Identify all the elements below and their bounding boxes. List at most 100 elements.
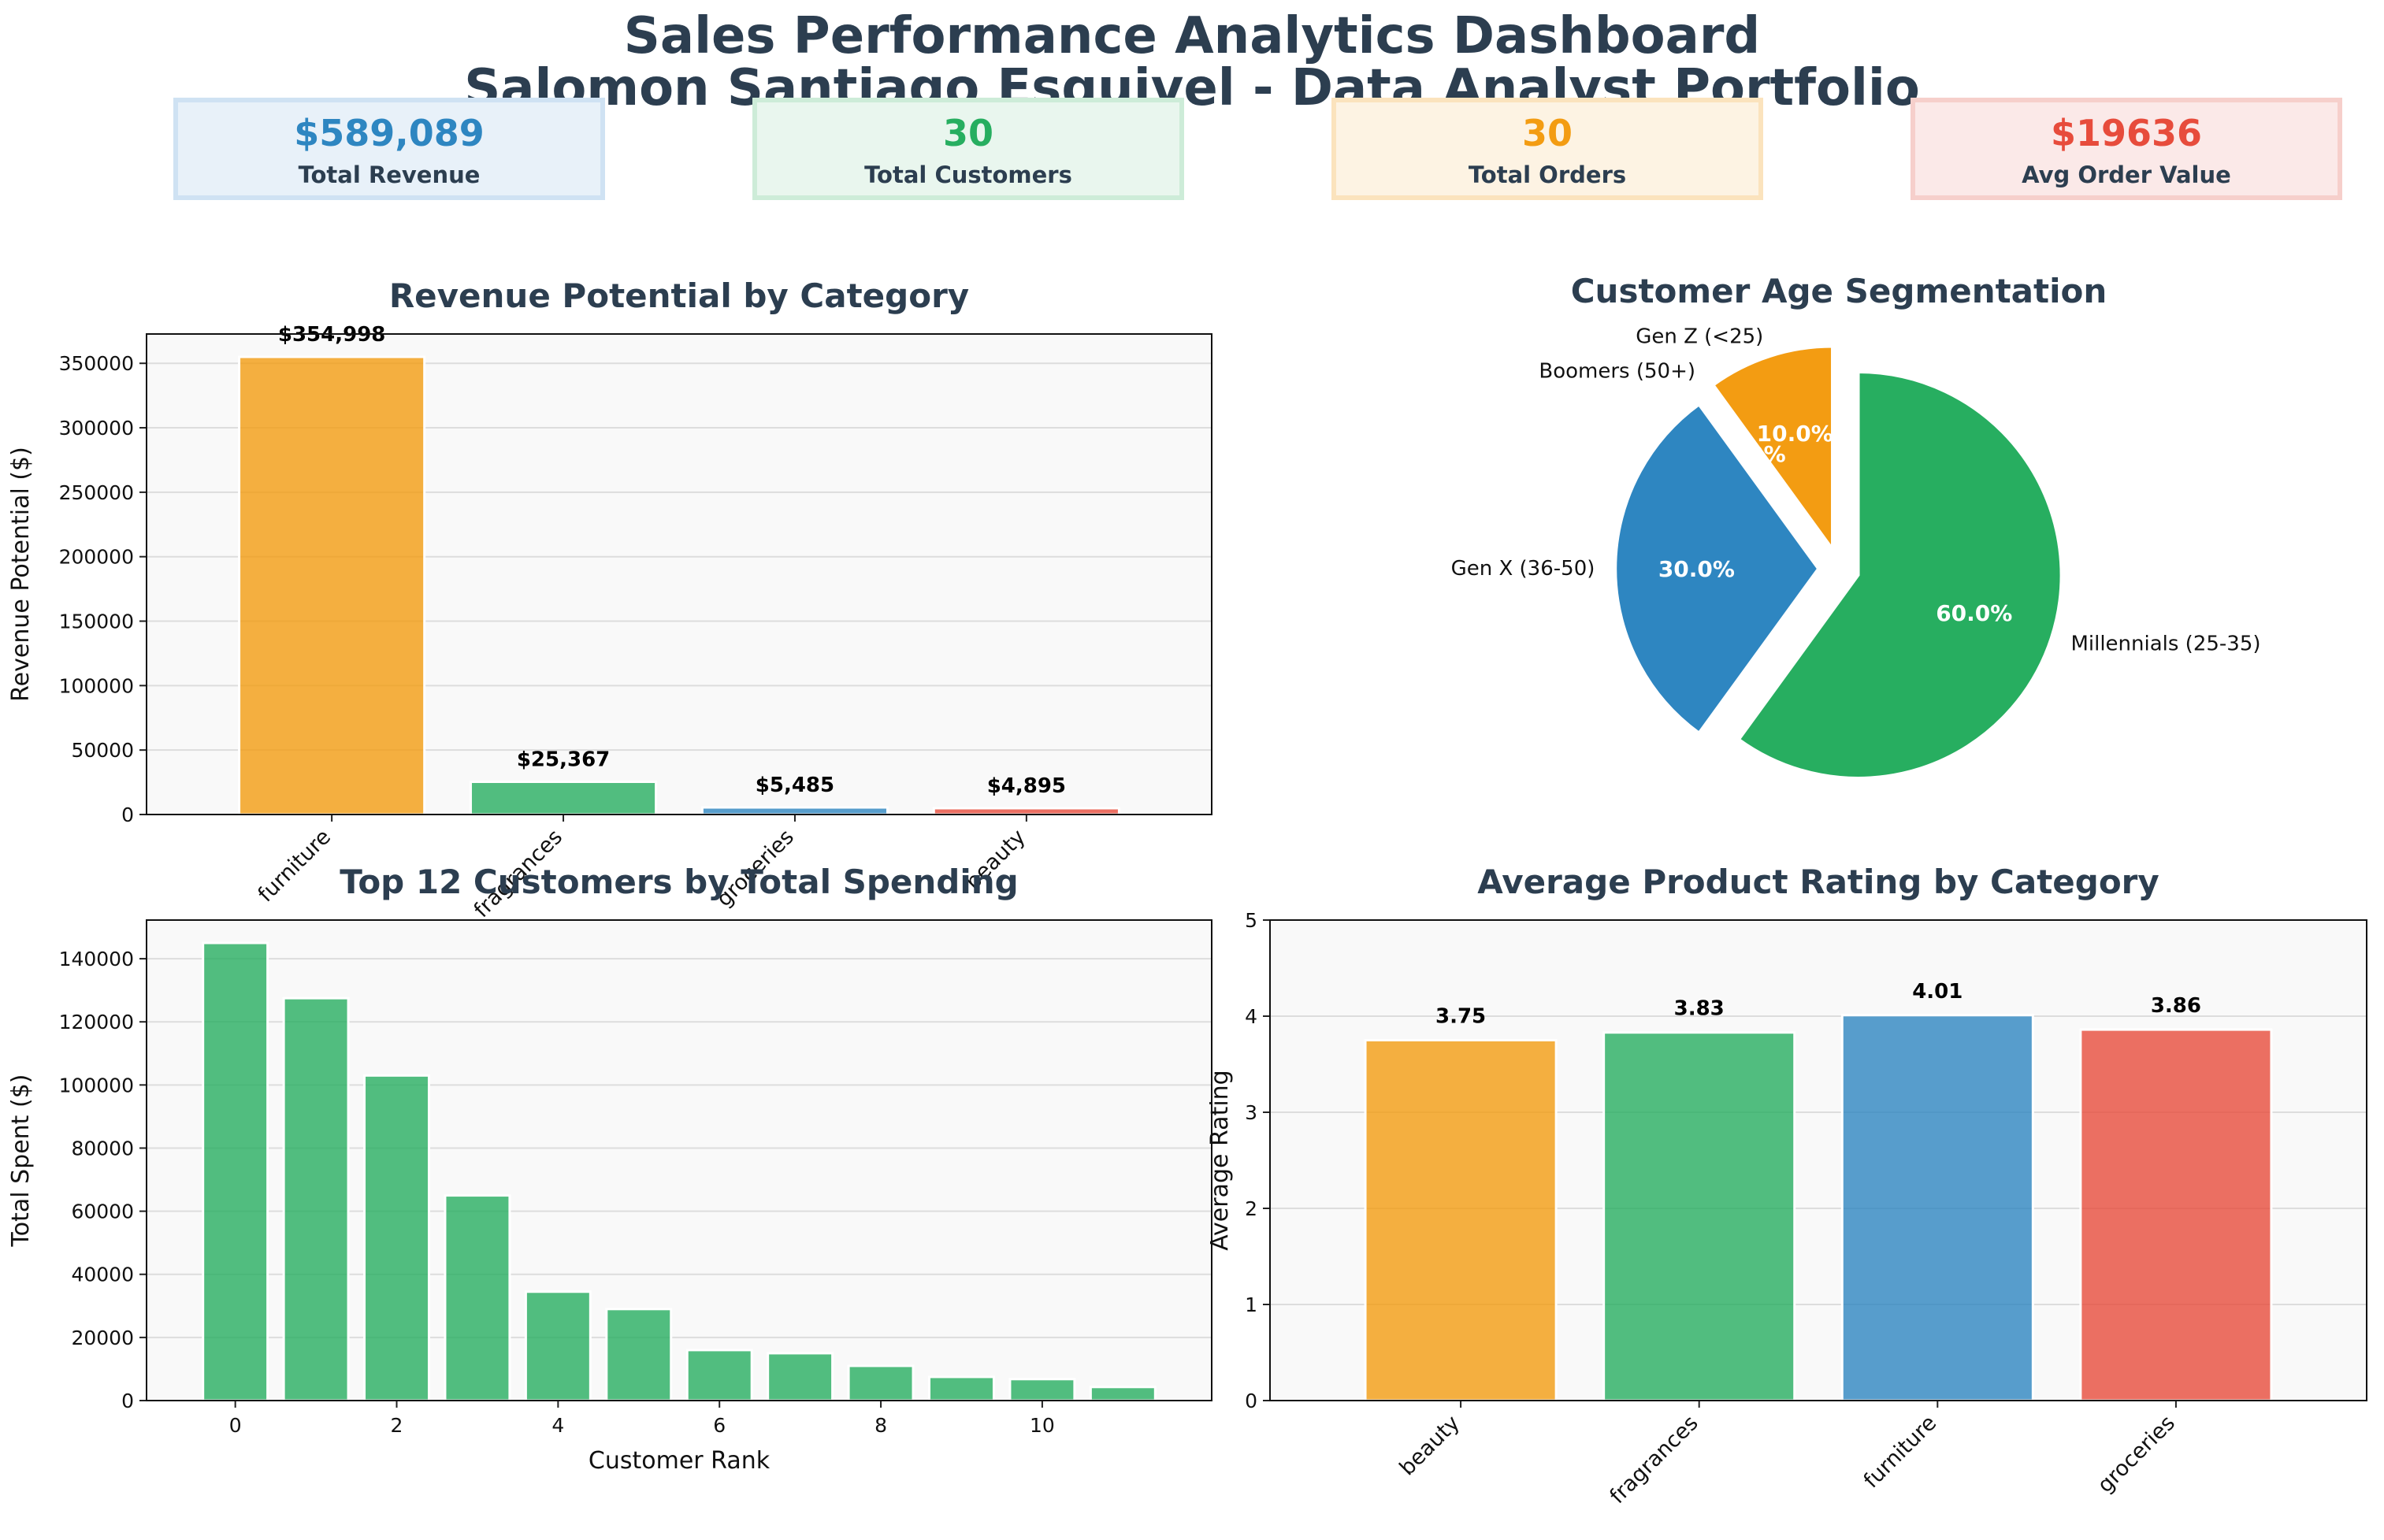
bar-value-label: $25,367 <box>517 748 610 771</box>
y-tick-label: 140000 <box>59 948 134 970</box>
y-tick-label: 0 <box>1245 1390 1257 1412</box>
top-customers-chart: 0 20000 40000 60000 80000 100000 120000 140000 0… <box>7 863 1212 1475</box>
kpi-card-total-revenue: $589,089 Total Revenue <box>173 98 605 200</box>
chart-title: Revenue Potential by Category <box>389 276 969 315</box>
bar <box>469 780 658 816</box>
bar <box>1840 1014 2034 1402</box>
bar <box>700 806 889 816</box>
bar-value-label: 3.75 <box>1435 1005 1486 1029</box>
pie-slice-label: Gen Z (<25) <box>1636 325 1763 349</box>
pie-slice <box>1710 344 1835 555</box>
bar <box>1602 1031 1796 1402</box>
y-tick-label: 100000 <box>59 1074 134 1097</box>
kpi-value: $19636 <box>2050 112 2203 154</box>
rating-by-category-chart: 0 1 2 3 4 5 3.75 3.83 4.01 3.86 beauty fragrances fu… <box>1206 863 2367 1508</box>
y-tick-label: 1 <box>1245 1293 1257 1316</box>
kpi-label: Total Revenue <box>298 161 481 188</box>
bar-value-label: $4,895 <box>987 774 1066 798</box>
y-tick-label: 150000 <box>59 610 134 633</box>
x-tick-label: 10 <box>1030 1414 1055 1437</box>
x-tick-label: fragrances <box>1605 1411 1703 1508</box>
kpi-card-total-customers: 30 Total Customers <box>752 98 1184 200</box>
chart-title: Top 12 Customers by Total Spending <box>340 863 1018 901</box>
bar <box>767 1352 834 1402</box>
bar <box>1364 1039 1558 1402</box>
kpi-value: 30 <box>1521 112 1573 154</box>
bar <box>282 996 350 1402</box>
bar <box>932 807 1120 816</box>
x-tick-label: 4 <box>551 1414 564 1437</box>
chart-title: Customer Age Segmentation <box>1571 272 2107 310</box>
x-axis-label: Customer Rank <box>589 1447 771 1475</box>
y-tick-label: 100000 <box>59 674 134 697</box>
y-tick-label: 200000 <box>59 546 134 569</box>
plot-frame <box>146 333 1212 815</box>
bar <box>1089 1386 1157 1402</box>
plot-frame <box>146 919 1212 1401</box>
bar <box>928 1375 995 1402</box>
x-tick-label: groceries <box>2093 1411 2180 1497</box>
x-tick-label: furniture <box>254 825 336 907</box>
pie-slice-label: Millennials (25-35) <box>2070 633 2260 656</box>
bar <box>363 1074 430 1402</box>
bar-value-label: 4.01 <box>1912 980 1963 1004</box>
bar <box>202 941 269 1402</box>
y-tick-label: 250000 <box>59 481 134 504</box>
chart-title: Average Product Rating by Category <box>1477 863 2159 901</box>
dashboard-title: Sales Performance Analytics Dashboard <box>623 7 1761 65</box>
y-tick-label: 0 <box>121 803 134 826</box>
bar <box>1008 1378 1076 1402</box>
bar-value-label: 3.86 <box>2151 994 2201 1018</box>
kpi-label: Total Orders <box>1468 161 1627 188</box>
bar <box>605 1308 673 1402</box>
kpi-label: Total Customers <box>864 161 1072 188</box>
age-segmentation-pie-chart: Customer Age Segmentation Gen Z (<25) 10.0… <box>1451 272 2261 780</box>
x-tick-label: 6 <box>713 1414 726 1437</box>
y-tick-label: 60000 <box>71 1200 134 1223</box>
bar-value-label: $5,485 <box>756 774 834 797</box>
y-tick-label: 40000 <box>71 1264 134 1286</box>
y-tick-label: 3 <box>1245 1101 1257 1124</box>
revenue-by-category-chart: 0 50000 100000 150000 200000 250000 300000 3500… <box>7 276 1212 922</box>
bar <box>847 1364 915 1402</box>
bar-value-label: 3.83 <box>1674 997 1725 1021</box>
y-tick-label: 50000 <box>71 739 134 762</box>
y-tick-label: 300000 <box>59 417 134 440</box>
bar <box>685 1349 753 1402</box>
kpi-label: Avg Order Value <box>2022 161 2231 188</box>
pie-percent-label: 10.0% <box>1757 421 1833 447</box>
bar-value-label: $354,998 <box>278 323 386 347</box>
pie-slice-label: Boomers (50+) <box>1539 360 1695 384</box>
y-tick-label: 0 <box>121 1390 134 1412</box>
y-tick-label: 4 <box>1245 1005 1257 1028</box>
pie-percent-label: 60.0% <box>1936 600 2012 626</box>
x-tick-label: beauty <box>1395 1411 1465 1480</box>
y-tick-label: 350000 <box>59 352 134 375</box>
y-axis-label: Revenue Potential ($) <box>7 447 35 702</box>
x-tick-label: 0 <box>229 1414 242 1437</box>
kpi-value: 30 <box>942 112 993 154</box>
kpi-card-total-orders: 30 Total Orders <box>1331 98 1763 200</box>
x-tick-label: 2 <box>391 1414 403 1437</box>
x-tick-label: 8 <box>875 1414 887 1437</box>
pie-slice <box>1736 369 2063 780</box>
bar <box>444 1194 511 1402</box>
y-tick-label: 5 <box>1245 909 1257 932</box>
y-axis-label: Total Spent ($) <box>7 1074 35 1248</box>
plot-frame <box>1269 919 2367 1401</box>
y-tick-label: 120000 <box>59 1011 134 1033</box>
kpi-card-avg-order-value: $19636 Avg Order Value <box>1911 98 2342 200</box>
y-axis-label: Average Rating <box>1206 1070 1234 1250</box>
pie-slice <box>1613 402 1821 736</box>
pie-slice-label: Gen X (36-50) <box>1451 557 1595 581</box>
bar <box>524 1290 592 1402</box>
bar <box>2079 1028 2273 1402</box>
y-tick-label: 2 <box>1245 1197 1257 1220</box>
y-tick-label: 20000 <box>71 1327 134 1349</box>
kpi-value: $589,089 <box>294 112 485 154</box>
x-tick-label: furniture <box>1859 1411 1941 1493</box>
y-tick-label: 80000 <box>71 1137 134 1160</box>
pie-percent-label: 30.0% <box>1658 556 1735 582</box>
bar <box>238 355 426 816</box>
